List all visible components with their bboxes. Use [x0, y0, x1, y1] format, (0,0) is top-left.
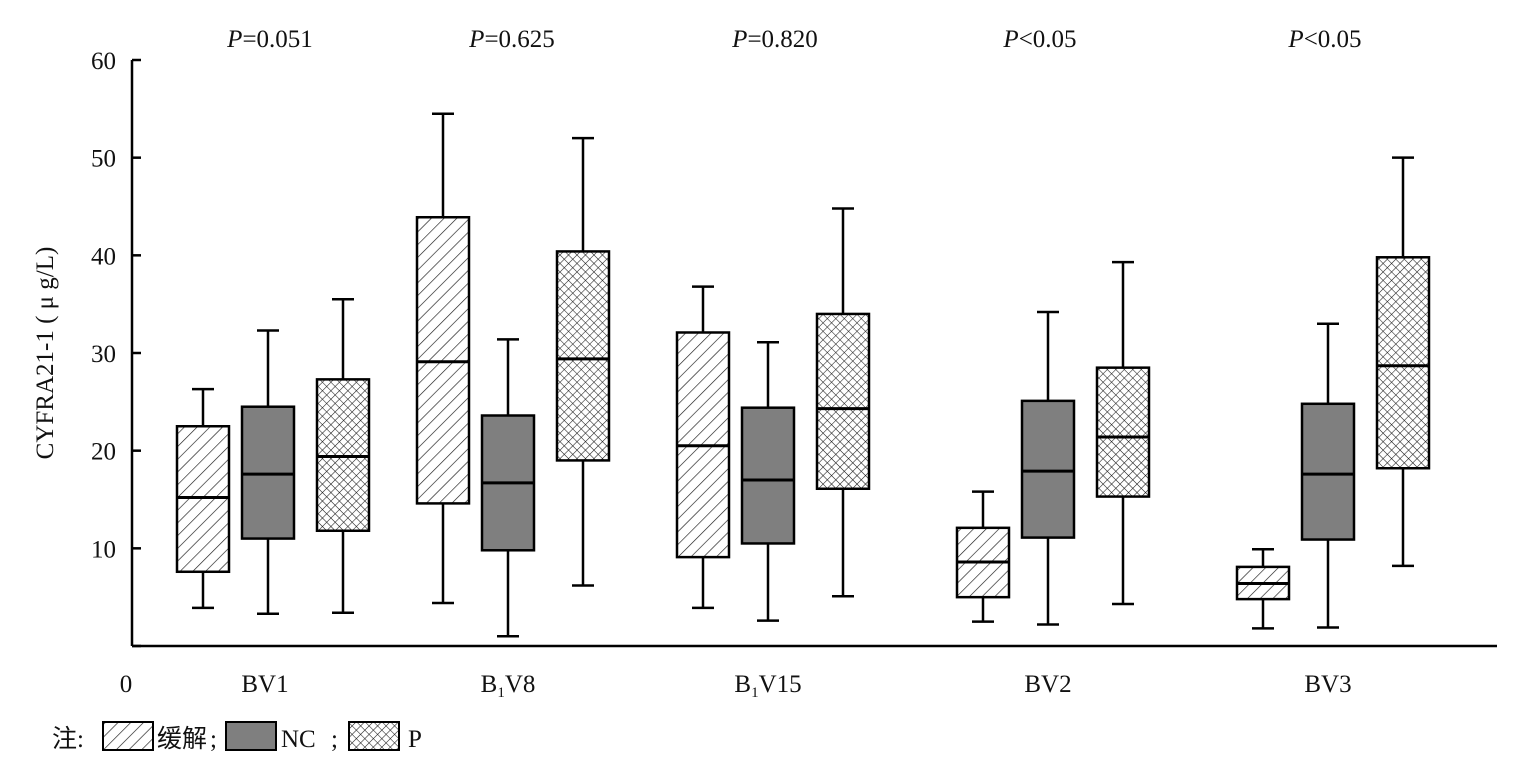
category-label-2: B1V8	[481, 671, 536, 701]
y-tick-label-60: 60	[91, 48, 116, 75]
y-tick-label-10: 10	[91, 536, 116, 563]
box-p-1	[315, 298, 371, 615]
iqr-box	[1020, 399, 1076, 539]
p-value-3: P=0.820	[731, 26, 818, 53]
iqr-box	[815, 312, 871, 491]
legend-prefix: 注:	[52, 725, 84, 753]
iqr-box	[1095, 366, 1151, 498]
x-origin-label: 0	[120, 671, 133, 698]
legend-swatch-remission	[102, 721, 154, 751]
box-nc-5	[1300, 322, 1356, 629]
legend-sep-1: ;	[210, 726, 217, 753]
legend-label-nc: NC	[281, 726, 316, 753]
box-nc-1	[240, 329, 296, 616]
category-label-5: BV3	[1304, 671, 1351, 698]
legend-swatch-nc	[225, 721, 277, 751]
category-labels: BV1 B1V8 B1V15 BV2 BV3	[241, 671, 1351, 701]
boxes	[175, 112, 1431, 638]
p-value-1: P=0.051	[226, 26, 313, 53]
iqr-box	[555, 250, 611, 462]
box-remission-5	[1235, 548, 1291, 630]
legend-label-remission: 缓解	[157, 725, 207, 753]
y-axis-title: CYFRA21-1 ( μ g/L)	[32, 247, 59, 460]
p-value-4: P<0.05	[1002, 26, 1076, 53]
legend-label-p: P	[408, 726, 422, 753]
category-label-1: BV1	[241, 671, 288, 698]
legend-sep-2: ;	[331, 726, 338, 753]
box-p-4	[1095, 260, 1151, 606]
box-remission-4	[955, 490, 1011, 623]
legend-swatch-p	[348, 721, 400, 751]
box-p-3	[815, 207, 871, 598]
y-tick-label-50: 50	[91, 146, 116, 173]
y-tick-label-30: 30	[91, 341, 116, 368]
box-remission-3	[675, 285, 731, 610]
category-label-3: B1V15	[734, 671, 801, 701]
axes	[130, 60, 1497, 648]
box-nc-2	[480, 338, 536, 638]
y-tick-label-40: 40	[91, 243, 116, 270]
iqr-box	[1375, 256, 1431, 470]
box-nc-3	[740, 341, 796, 622]
y-ticks: 10 20 30 40 50 60	[91, 48, 141, 648]
iqr-box	[740, 406, 796, 545]
box-p-2	[555, 136, 611, 587]
box-remission-2	[415, 112, 471, 605]
p-value-5: P<0.05	[1287, 26, 1361, 53]
p-values: P=0.051 P=0.625 P=0.820 P<0.05 P<0.05	[226, 26, 1361, 53]
p-value-2: P=0.625	[468, 26, 555, 53]
category-label-4: BV2	[1024, 671, 1071, 698]
box-p-5	[1375, 156, 1431, 568]
box-remission-1	[175, 387, 231, 610]
box-nc-4	[1020, 310, 1076, 626]
legend: 注: 缓解 ; NC ; P	[52, 721, 422, 753]
iqr-box	[1300, 402, 1356, 541]
y-tick-label-20: 20	[91, 439, 116, 466]
